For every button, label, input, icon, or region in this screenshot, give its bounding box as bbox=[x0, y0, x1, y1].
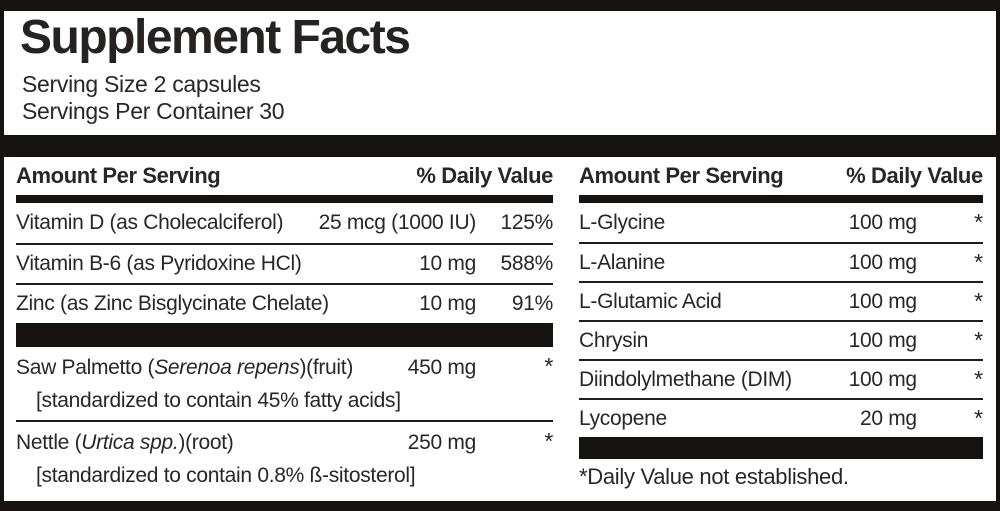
ingredient-name-suffix: )(root) bbox=[178, 431, 234, 455]
ingredient-name-text: Vitamin D (as Cholecalciferol) bbox=[16, 211, 284, 235]
ingredient-name-text: Vitamin B-6 (as Pyridoxine HCl) bbox=[16, 252, 302, 276]
ingredient-row: Chrysin 100 mg * bbox=[579, 320, 983, 359]
section-divider-bar bbox=[579, 437, 983, 460]
daily-value-cell: * bbox=[544, 428, 553, 455]
ingredient-amount: 100 mg bbox=[848, 367, 918, 391]
ingredient-name: Nettle (Urtica spp.)(root) bbox=[16, 431, 306, 455]
ingredient-name-text: Lycopene bbox=[579, 406, 667, 430]
daily-value-cell: 588% bbox=[500, 252, 553, 276]
ingredient-amount: 20 mg bbox=[859, 406, 917, 430]
daily-value-cell: 91% bbox=[511, 292, 553, 316]
ingredient-name: L-Alanine bbox=[579, 251, 792, 275]
ingredient-name: Chrysin bbox=[579, 329, 792, 353]
ingredient-amount: 100 mg bbox=[848, 328, 918, 352]
ingredient-name-text: Chrysin bbox=[579, 328, 649, 352]
column-left: Amount Per Serving % Daily Value Vitamin… bbox=[4, 157, 565, 493]
ingredient-latin-name: Urtica spp. bbox=[81, 431, 179, 455]
daily-value-header: % Daily Value bbox=[416, 163, 553, 189]
daily-value-cell: 125% bbox=[500, 211, 553, 235]
daily-value-cell: * bbox=[974, 288, 983, 315]
ingredient-row: Saw Palmetto (Serenoa repens)(fruit) 450 … bbox=[16, 347, 553, 420]
amount-per-serving-header: Amount Per Serving bbox=[16, 163, 221, 189]
ingredient-amount: 100 mg bbox=[848, 250, 918, 274]
ingredient-row: Vitamin B-6 (as Pyridoxine HCl) 10 mg 588% bbox=[16, 243, 553, 283]
ingredient-row: Zinc (as Zinc Bisglycinate Chelate) 10 mg… bbox=[16, 283, 553, 323]
daily-value-cell: * bbox=[544, 353, 553, 380]
daily-value-cell: * bbox=[974, 405, 983, 432]
ingredient-amount: 100 mg bbox=[848, 289, 918, 313]
ingredient-name: Diindolylmethane (DIM) bbox=[579, 368, 792, 392]
ingredient-amount: 25 mcg (1000 IU) bbox=[318, 211, 477, 235]
daily-value-footnote: *Daily Value not established. bbox=[579, 464, 849, 490]
ingredient-row: Lycopene 20 mg * bbox=[579, 398, 983, 437]
header-underline-bar bbox=[16, 195, 553, 204]
ingredient-amount: 250 mg bbox=[407, 431, 477, 455]
ingredient-amount: 100 mg bbox=[848, 210, 918, 234]
column-left-header: Amount Per Serving % Daily Value bbox=[16, 157, 553, 195]
ingredient-latin-name: Serenoa repens bbox=[154, 356, 300, 380]
ingredient-name-text: Saw Palmetto ( bbox=[16, 356, 155, 380]
ingredient-name: Lycopene bbox=[579, 407, 792, 431]
ingredient-name: L-Glycine bbox=[579, 211, 792, 235]
standardization-note: [standardized to contain 45% fatty acids… bbox=[36, 389, 401, 413]
ingredient-row: Vitamin D (as Cholecalciferol) 25 mcg (10… bbox=[16, 203, 553, 243]
ingredient-name-text: Nettle ( bbox=[16, 431, 82, 455]
ingredient-name: Saw Palmetto (Serenoa repens)(fruit) bbox=[16, 356, 353, 380]
column-right-rows: L-Glycine 100 mg * L-Alanine 100 mg * L-Glutam… bbox=[579, 203, 983, 490]
daily-value-cell: * bbox=[974, 327, 983, 354]
daily-value-cell: * bbox=[974, 249, 983, 276]
servings-per-container: Servings Per Container 30 bbox=[22, 98, 285, 125]
daily-value-cell: * bbox=[974, 366, 983, 393]
ingredient-name-text: Diindolylmethane (DIM) bbox=[579, 367, 792, 391]
ingredient-amount: 10 mg bbox=[419, 292, 476, 316]
standardization-note: [standardized to contain 0.8% ß-sitoster… bbox=[36, 464, 416, 488]
daily-value-cell: * bbox=[974, 209, 983, 236]
ingredient-row: Diindolylmethane (DIM) 100 mg * bbox=[579, 359, 983, 398]
page-title: Supplement Facts bbox=[20, 11, 411, 64]
ingredient-row: L-Glycine 100 mg * bbox=[579, 203, 983, 242]
ingredient-name-text: Zinc (as Zinc Bisglycinate Chelate) bbox=[16, 292, 329, 316]
ingredient-amount: 450 mg bbox=[407, 356, 477, 380]
ingredient-name-text: L-Alanine bbox=[579, 250, 666, 274]
header-underline-bar bbox=[579, 195, 983, 204]
ingredient-name-suffix: )(fruit) bbox=[299, 356, 354, 380]
ingredient-name: Vitamin D (as Cholecalciferol) bbox=[16, 211, 306, 235]
serving-size: Serving Size 2 capsules bbox=[22, 70, 261, 97]
ingredient-name-text: L-Glutamic Acid bbox=[579, 289, 722, 313]
ingredient-row: Nettle (Urtica spp.)(root) 250 mg * [standa… bbox=[16, 420, 553, 493]
ingredient-name: L-Glutamic Acid bbox=[579, 290, 792, 314]
ingredient-row: L-Alanine 100 mg * bbox=[579, 242, 983, 281]
column-right-header: Amount Per Serving % Daily Value bbox=[579, 157, 983, 195]
daily-value-header: % Daily Value bbox=[846, 163, 983, 189]
column-left-rows: Vitamin D (as Cholecalciferol) 25 mcg (10… bbox=[16, 203, 553, 493]
ingredient-name: Vitamin B-6 (as Pyridoxine HCl) bbox=[16, 252, 306, 276]
section-divider-bar bbox=[16, 323, 553, 348]
ingredient-name-text: L-Glycine bbox=[579, 210, 665, 234]
column-right: Amount Per Serving % Daily Value L-Glyci… bbox=[565, 157, 996, 493]
amount-per-serving-header: Amount Per Serving bbox=[579, 163, 784, 189]
ingredient-amount: 10 mg bbox=[419, 252, 476, 276]
top-section-bar bbox=[4, 135, 996, 158]
ingredient-row: L-Glutamic Acid 100 mg * bbox=[579, 281, 983, 320]
ingredient-columns: Amount Per Serving % Daily Value Vitamin… bbox=[4, 157, 996, 493]
ingredient-name: Zinc (as Zinc Bisglycinate Chelate) bbox=[16, 292, 329, 316]
